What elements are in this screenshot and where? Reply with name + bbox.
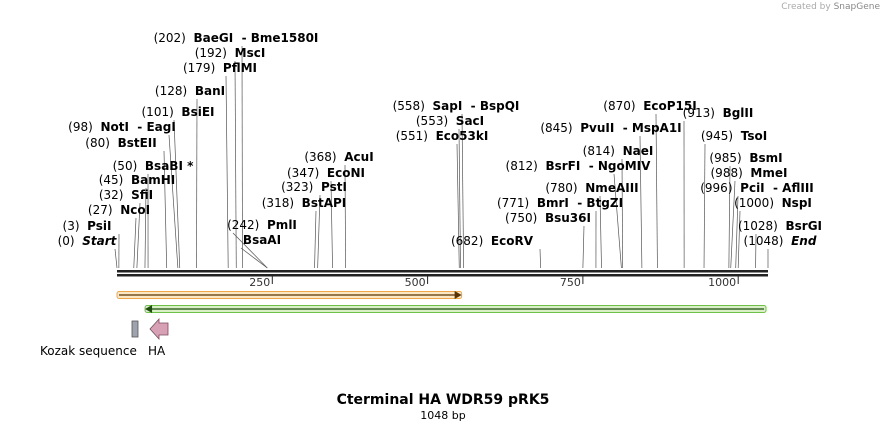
site-leader [144, 187, 147, 269]
site-leader [621, 158, 623, 269]
tick-label: 500 [405, 276, 426, 289]
site-leader [136, 202, 141, 269]
site-leader [163, 150, 168, 269]
backbone [117, 270, 768, 277]
tick-label: 250 [249, 276, 270, 289]
site-label: (780) NmeAIII [545, 181, 638, 195]
site-label: (0) Start [58, 234, 118, 248]
ha-label: HA [148, 344, 166, 358]
credit-prefix: Created by [781, 2, 831, 12]
site-leader [232, 232, 268, 269]
site-leader [114, 248, 118, 269]
site-label: (945) TsoI [701, 129, 767, 143]
site-label: (682) EcoRV [451, 234, 534, 248]
site-label: (98) NotI - EagI [68, 120, 176, 134]
site-label: (913) BglII [683, 106, 754, 120]
site-label: (80) BstEII [85, 136, 156, 150]
site-label: (750) Bsu36I [505, 211, 591, 225]
site-label: (242) PmlI [227, 218, 297, 232]
site-leader [728, 165, 731, 269]
site-label: (551) Eco53kI [396, 129, 489, 143]
kozak-label: Kozak sequence [40, 344, 137, 358]
site-leader [730, 180, 736, 269]
site-labels: (0) Start(3) PsiI (27) NcoI(32) SfiI(45) … [58, 31, 822, 248]
map-title: Cterminal HA WDR59 pRK5 [336, 392, 550, 408]
site-label: (1048) End [744, 234, 817, 248]
site-leader [461, 113, 464, 269]
credit: Created by SnapGene [781, 2, 880, 12]
site-label: (32) SfiI [99, 188, 153, 202]
site-label: (1028) BsrGI [738, 219, 822, 233]
credit-brand: SnapGene [833, 2, 880, 12]
features [116, 291, 767, 341]
site-leader [173, 119, 181, 269]
site-label: (323) PstI [281, 180, 347, 194]
site-leader [240, 247, 268, 269]
site-label: (179) PflMI [183, 61, 257, 75]
site-label: (985) BsmI [709, 151, 782, 165]
site-leader [737, 210, 741, 269]
site-leader [234, 60, 237, 269]
site-leader [599, 195, 602, 269]
site-leader [655, 113, 658, 269]
backbone-bottom [117, 274, 768, 277]
tick-label: 750 [560, 276, 581, 289]
site-label: (27) NcoI [88, 203, 150, 217]
site-leader [314, 210, 317, 269]
site-label: (558) SapI - BspQI [393, 99, 520, 113]
ruler-ticks: 250 500 750 1000 [249, 276, 739, 289]
site-leader [317, 194, 321, 269]
orf-forward-arrowhead [454, 291, 462, 299]
kozak-feature [131, 320, 139, 338]
site-label: (3) PsiI [63, 219, 112, 233]
ha-feature [149, 317, 169, 341]
site-label: (814) NaeI [583, 144, 654, 158]
site-leader [330, 180, 333, 269]
site-label: (347) EcoNI [287, 166, 365, 180]
site-label: (192) MscI [195, 46, 266, 60]
site-label: (45) BamHI [99, 173, 176, 187]
site-label: (845) PvuII - MspA1I [540, 121, 681, 135]
site-leader [168, 134, 179, 269]
site-leader [735, 195, 739, 269]
site-label: (812) BsrFI - NgoMIV [506, 159, 652, 173]
orf-reverse-arrowhead [145, 305, 153, 313]
site-label: (101) BsiEI [142, 105, 215, 119]
site-label: (128) BanI [155, 84, 225, 98]
site-label: (988) MmeI [711, 166, 788, 180]
site-leader [639, 135, 643, 269]
site-leader [133, 217, 137, 269]
map-length: 1048 bp [420, 409, 466, 422]
site-leader [539, 248, 541, 269]
site-label: (318) BstAPI [262, 196, 347, 210]
site-leader [703, 143, 706, 269]
leader-lines [114, 45, 769, 269]
site-label: (50) BsaBI * [113, 159, 194, 173]
tick-label: 1000 [708, 276, 736, 289]
site-label: (1000) NspI [734, 196, 812, 210]
site-label: (553) SacI [416, 114, 484, 128]
site-leader [225, 75, 229, 269]
site-leader [344, 164, 346, 269]
site-label: (996) PciI - AflIII [700, 181, 814, 195]
site-label: BsaAI [243, 233, 281, 247]
site-leader [582, 225, 585, 269]
site-leader [458, 128, 461, 269]
site-leader [456, 143, 460, 269]
site-label: (202) BaeGI - Bme1580I [154, 31, 319, 45]
backbone-top [117, 270, 768, 273]
site-label: (870) EcoP15I [603, 99, 696, 113]
site-label: (771) BmrI - BtgZI [497, 196, 623, 210]
site-leader [613, 173, 622, 269]
site-label: (368) AcuI [304, 150, 373, 164]
